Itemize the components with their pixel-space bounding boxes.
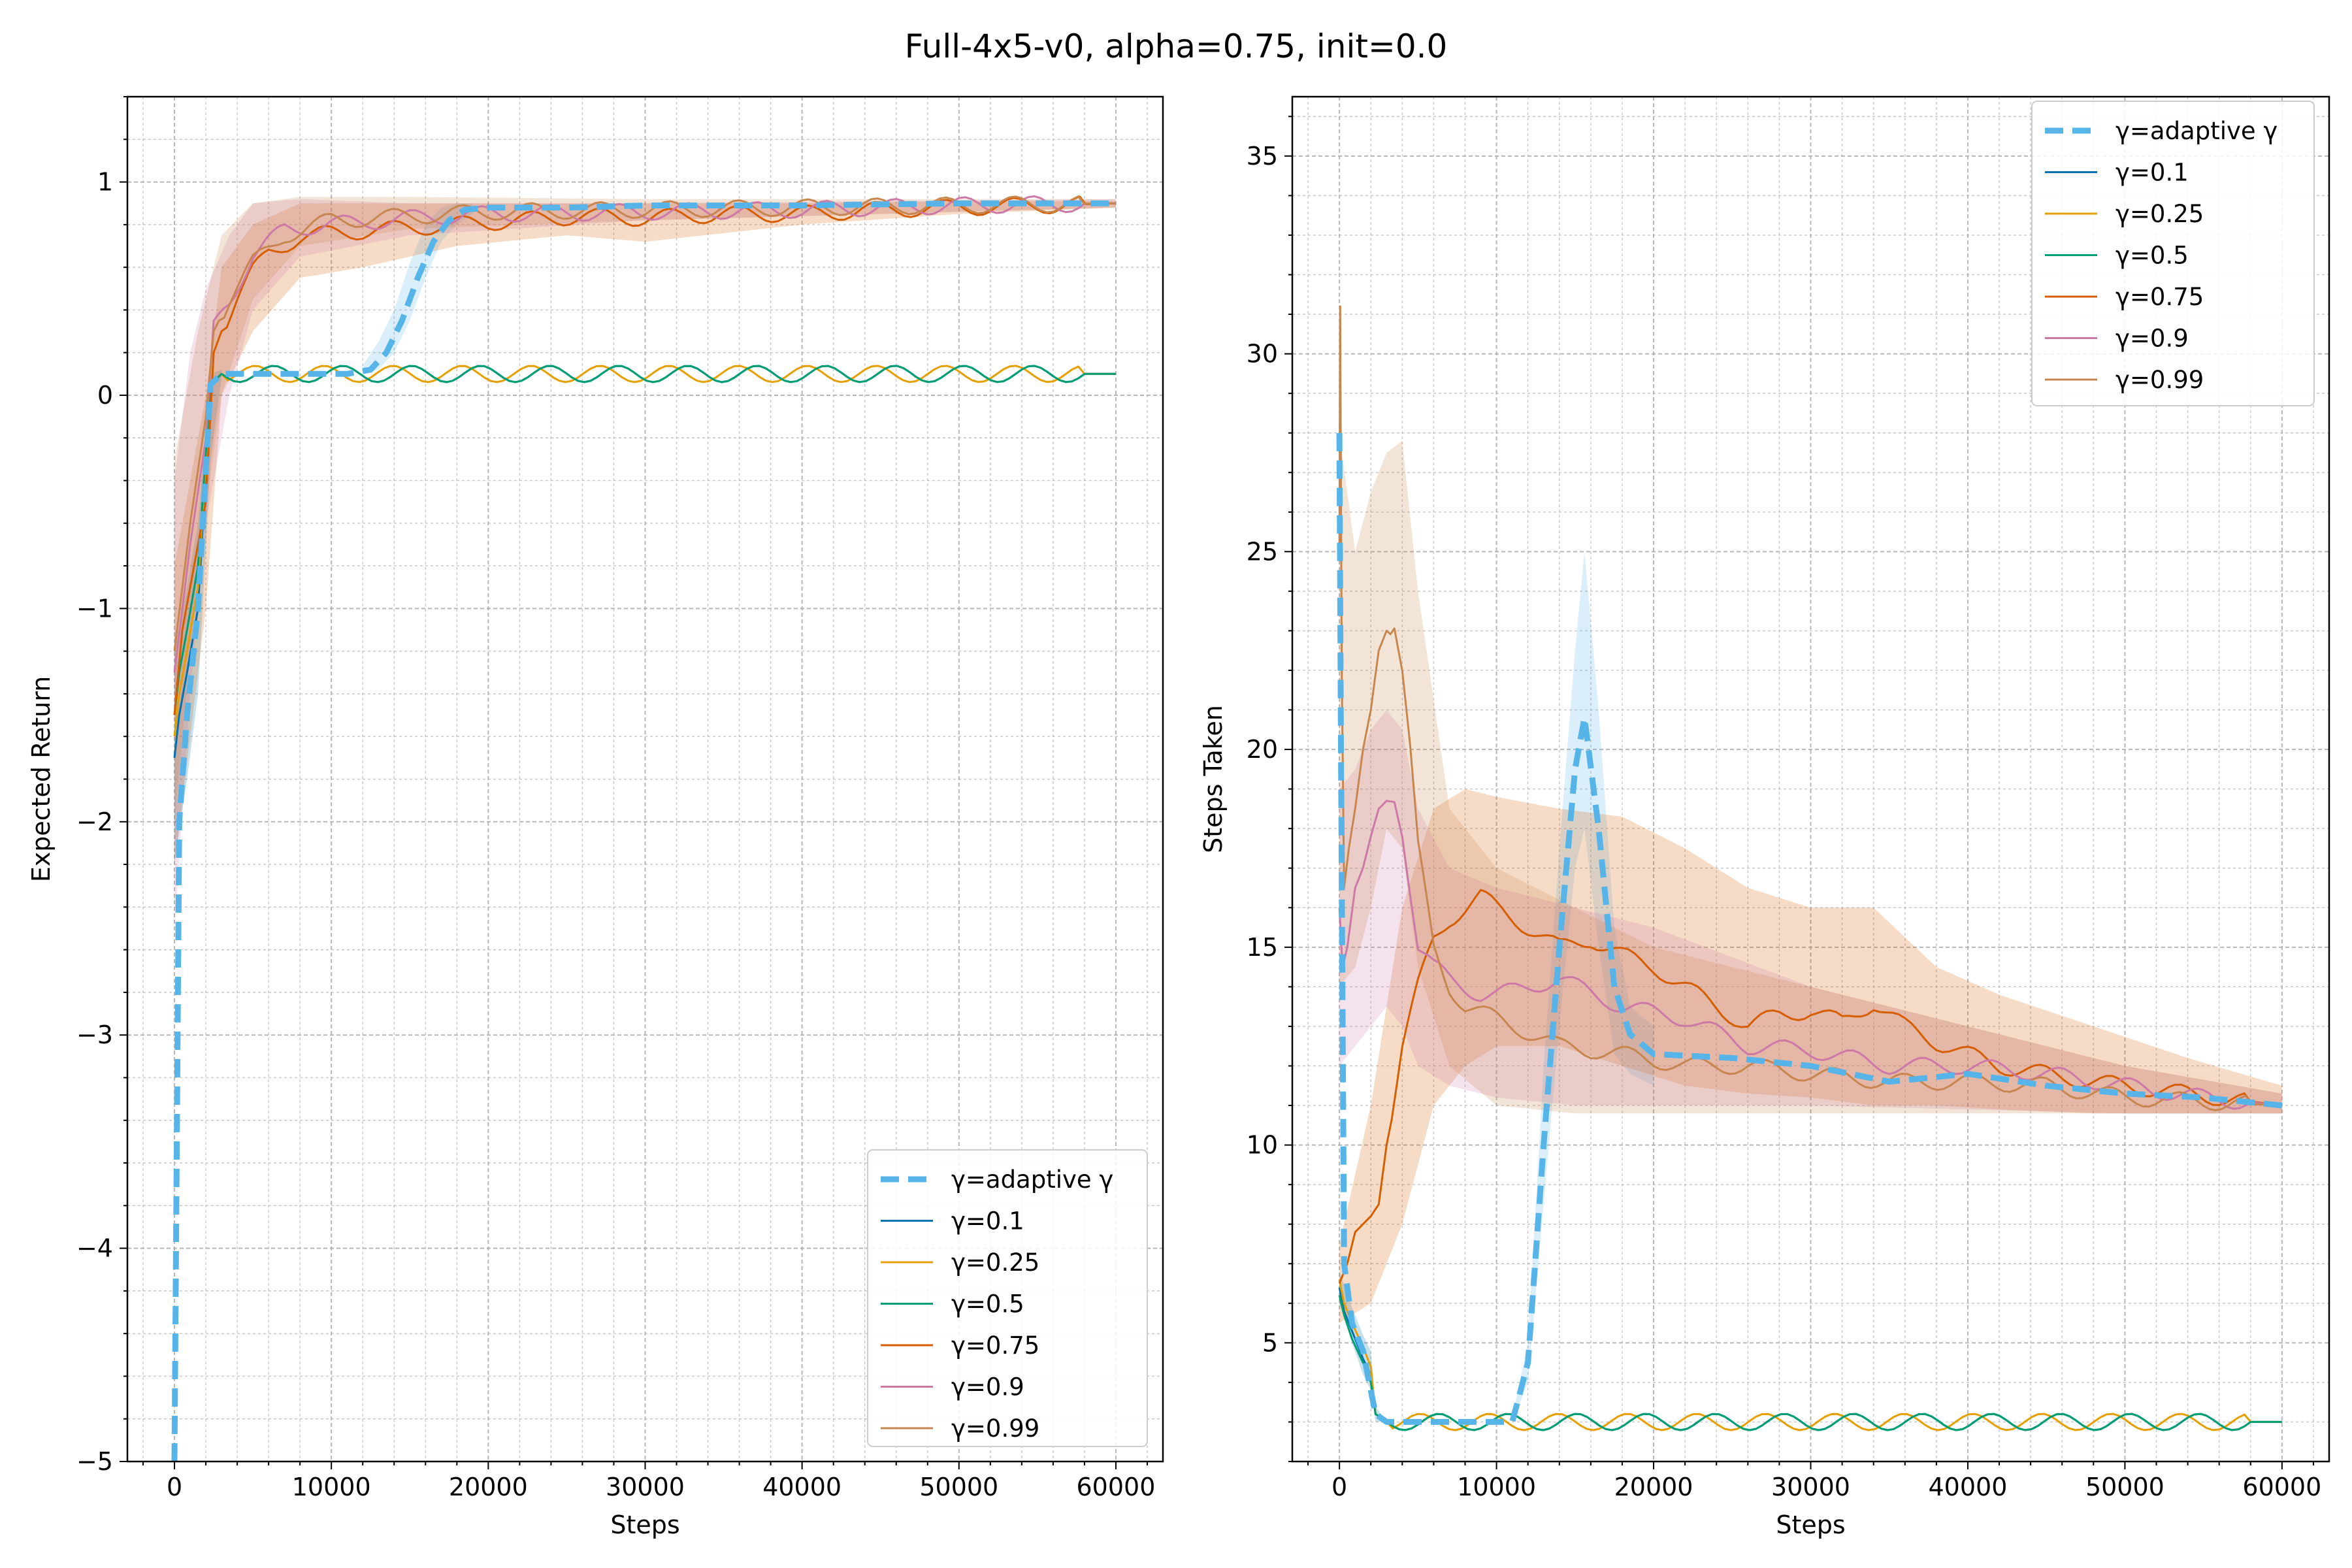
x-tick-label: 0 [167,1473,182,1501]
legend-label: γ=adaptive γ [2115,117,2278,145]
plot-area [1336,305,2283,1431]
y-tick-label: 0 [97,381,113,410]
series-line-adaptive [171,200,1116,1462]
x-tick-label: 10000 [1457,1473,1536,1501]
legend-label: γ=0.25 [951,1249,1039,1277]
legend-label: γ=0.9 [2115,325,2189,353]
y-tick-label: 25 [1247,537,1278,566]
series-line-0.75 [1338,889,2283,1284]
x-axis-label: Steps [1776,1511,1845,1539]
x-tick-label: 50000 [919,1473,998,1501]
x-tick-label: 10000 [292,1473,371,1501]
series-line-0.25 [173,365,1116,737]
x-tick-label: 0 [1331,1473,1347,1501]
legend-label: γ=0.75 [951,1331,1039,1360]
y-tick-label: 10 [1247,1131,1278,1160]
x-tick-label: 30000 [1771,1473,1850,1501]
x-tick-label: 40000 [762,1473,841,1501]
series-line-0.99 [173,195,1117,651]
y-tick-label: −1 [76,594,113,623]
x-tick-label: 20000 [1614,1473,1693,1501]
y-tick-label: −2 [76,808,113,836]
legend-label: γ=0.1 [2115,159,2189,187]
legend-label: γ=0.25 [2115,200,2204,228]
legend-box [867,1149,1148,1447]
y-tick-label: 15 [1247,933,1278,962]
series-line-0.5 [1338,1295,2282,1431]
x-tick-label: 20000 [449,1473,528,1501]
steps-taken-panel: 0 10000 20000 30000 40000 50000 60000 5 10 15 20 25… [1199,95,2330,1539]
legend-label: γ=0.99 [951,1414,1039,1443]
y-tick-label: −4 [76,1234,113,1263]
x-tick-label: 40000 [1929,1473,2008,1501]
legend-label: γ=0.1 [951,1207,1024,1235]
series-line-adaptive [1336,433,2283,1425]
y-tick-label: 30 [1247,340,1278,368]
legend-label: γ=0.5 [2115,242,2189,270]
x-tick-label: 50000 [2085,1473,2164,1501]
series-line-0.25 [1338,1279,2282,1431]
legend: γ=adaptive γ γ=0.1 γ=0.25 γ=0.5 γ=0.75 γ=0.9 γ… [867,1149,1148,1447]
x-axis-label: Steps [610,1511,679,1539]
legend-label: γ=0.99 [2115,366,2204,394]
legend-label: γ=0.75 [2115,283,2204,311]
y-axis-label: Expected Return [27,676,56,882]
x-tick-label: 60000 [2242,1473,2321,1501]
plot-area [171,195,1117,1462]
legend-label: γ=adaptive γ [951,1166,1113,1194]
confidence-band-0.99 [174,197,1116,822]
y-tick-label: −3 [76,1021,113,1049]
confidence-band-0.9 [174,199,1116,929]
y-axis-label: Steps Taken [1199,705,1228,853]
confidence-band-0.9 [1339,710,2282,1114]
axes-frame [1291,95,2330,1463]
confidence-band-adaptive [363,203,473,374]
figure-title: Full-4x5-v0, alpha=0.75, init=0.0 [905,27,1448,65]
y-tick-label: 1 [97,168,113,197]
x-tick-label: 60000 [1077,1473,1156,1501]
legend: γ=adaptive γ γ=0.1 γ=0.25 γ=0.5 γ=0.75 γ=0.9 γ… [2031,101,2315,406]
series-line-0.9 [1338,800,2283,1110]
legend-label: γ=0.5 [951,1290,1024,1318]
expected-return-panel: 0 10000 20000 30000 40000 50000 60000 −5 −4 −3 −2 −… [27,95,1164,1539]
y-tick-label: −5 [76,1447,113,1476]
axes-frame [126,95,1164,1463]
confidence-band-0.75 [174,201,1116,865]
legend-box [2031,101,2315,406]
y-tick-label: 20 [1247,735,1278,764]
y-tick-label: 35 [1247,142,1278,171]
y-tick-label: 5 [1262,1328,1278,1357]
x-tick-label: 30000 [606,1473,685,1501]
legend-label: γ=0.9 [951,1373,1024,1401]
